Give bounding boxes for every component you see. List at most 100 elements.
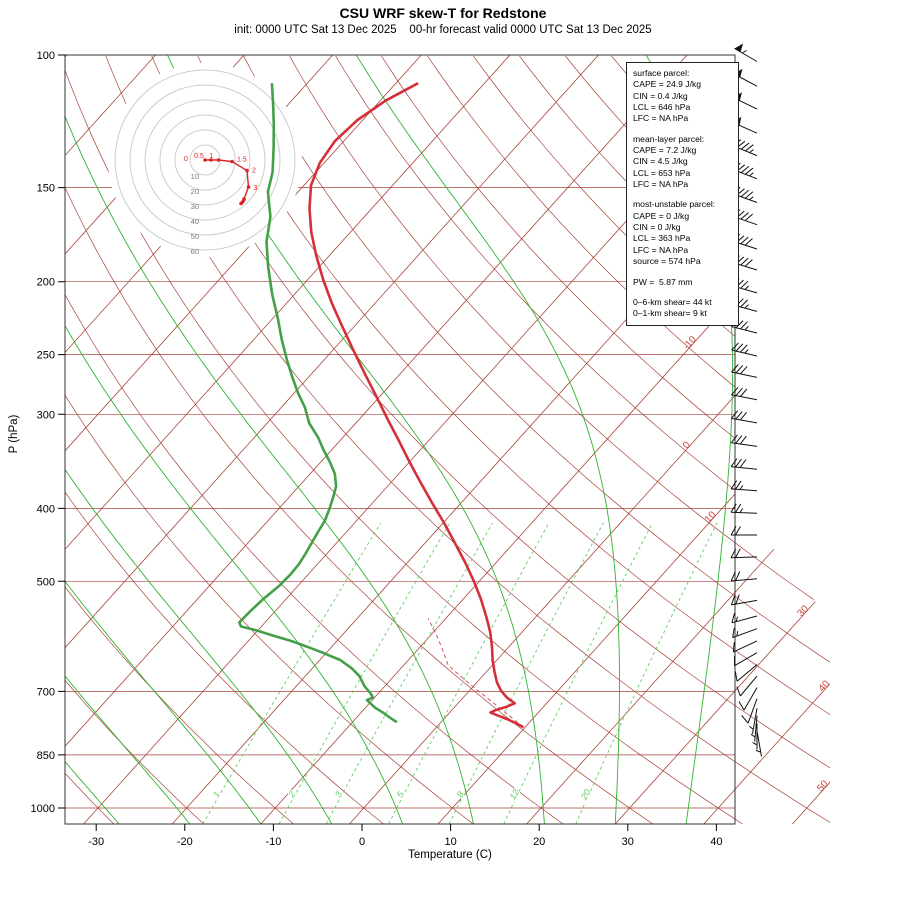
hodograph-point: [246, 185, 251, 189]
isotherm-label: -10: [681, 334, 699, 352]
x-tick-label: -30: [88, 836, 104, 848]
wind-barb: [749, 708, 758, 734]
parcel-info-line: mean-layer parcel:: [633, 133, 705, 144]
parcel-info-section: mean-layer parcel: CAPE = 7.2 J/kg CIN = 4…: [633, 134, 732, 191]
hodograph-height-label: 1: [210, 153, 214, 160]
wind-barbs: [730, 43, 762, 757]
y-tick-label: 200: [37, 277, 55, 289]
temperature-curve: [308, 82, 525, 729]
hodograph-ring-label: 50: [191, 232, 199, 241]
hodograph-point: [216, 158, 221, 162]
parcel-info-line: LFC = NA hPa: [633, 113, 689, 124]
y-tick-label: 850: [37, 750, 55, 762]
hodograph-ring-label: 40: [191, 217, 199, 226]
hodograph-ring-label: 30: [191, 202, 199, 211]
parcel-info-line: CAPE = 7.2 J/kg: [633, 145, 697, 156]
moisture-background-lines: [65, 55, 734, 824]
parcel-info-line: LCL = 646 hPa: [633, 102, 691, 113]
parcel-ascent-curve: [427, 618, 524, 728]
parcel-info-line: surface parcel:: [633, 68, 690, 78]
hodograph-ring: [159, 114, 251, 206]
wind-barb: [730, 434, 758, 447]
page-subtitle: init: 0000 UTC Sat 13 Dec 2025 00-hr for…: [234, 24, 652, 36]
wind-barb: [730, 571, 758, 582]
parcel-info-section: surface parcel: CAPE = 24.9 J/kg CIN = 0.4…: [633, 68, 732, 125]
x-tick-label: 40: [710, 836, 722, 848]
wind-barb: [730, 480, 758, 492]
hodograph-ring-label: 20: [191, 187, 199, 196]
mixing-ratio-label: 1: [211, 790, 222, 799]
parcel-info-line: CIN = 4.5 J/kg: [633, 156, 688, 167]
hodograph-height-label: 2: [252, 168, 256, 175]
parcel-info-line: 0–6-km shear= 44 kt: [633, 296, 712, 307]
parcel-info-section: 0–6-km shear= 44 kt 0–1-km shear= 9 kt: [633, 297, 732, 320]
hodograph-ring-label: 10: [191, 172, 199, 181]
mixing-ratio-label: 20: [578, 788, 592, 803]
isotherm-label: 0: [681, 439, 693, 451]
wind-barb: [731, 364, 758, 378]
wind-barb: [730, 548, 758, 559]
hodograph-point: [240, 200, 245, 204]
parcel-info-line: 0–1-km shear= 9 kt: [633, 308, 707, 319]
parcel-info-line: LCL = 653 hPa: [633, 167, 691, 178]
x-tick-label: 30: [622, 836, 634, 848]
hodograph-ring: [114, 69, 296, 251]
wind-barb: [731, 410, 758, 424]
wind-barb: [732, 640, 758, 653]
hodograph-ring-label: 60: [191, 247, 199, 256]
wind-barb: [755, 730, 762, 757]
axis-ticks: [58, 54, 717, 831]
parcel-info-line: CIN = 0 J/kg: [633, 222, 681, 233]
hodograph-height-label: 4: [242, 197, 246, 204]
hodograph-height-label: 0: [184, 156, 188, 163]
y-tick-label: 500: [37, 576, 55, 588]
isotherm-label: 10: [703, 509, 719, 525]
wind-barb: [730, 458, 758, 470]
y-tick-label: 250: [37, 350, 55, 362]
hodograph-height-label: 3: [254, 185, 258, 192]
hodograph-height-label: 0.5: [194, 153, 204, 160]
wind-barb: [738, 687, 758, 711]
hodograph-point: [203, 158, 207, 162]
y-tick-label: 100: [37, 50, 55, 62]
moist-adiabat-lines: [65, 55, 734, 824]
y-tick-label: 400: [37, 503, 55, 515]
plot-frame: -30 -20 -10 0 10 20 30 401001502002503004005007…: [31, 50, 736, 848]
hodograph-ring: [144, 99, 266, 221]
mixing-ratio-lines: [202, 522, 718, 824]
y-tick-label: 300: [37, 409, 55, 421]
wind-barb: [730, 526, 757, 536]
mixing-ratio-label: 12: [507, 788, 521, 802]
wind-barb: [730, 594, 758, 606]
wind-barb: [741, 698, 758, 724]
hodograph: 10 20 30 40 50 60 0 0.5 1 1.5 2 3 4: [108, 63, 302, 257]
wind-barb: [731, 612, 758, 624]
parcel-info-line: source = 574 hPa: [633, 256, 701, 267]
parcel-info-line: most-unstable parcel:: [633, 199, 716, 210]
mixing-ratio-label: 5: [395, 789, 407, 799]
wind-barb: [731, 342, 758, 357]
sounding-profiles: [238, 82, 525, 729]
wind-barb: [731, 386, 758, 401]
hodograph-height-label: 1.5: [237, 157, 247, 164]
plot-border: [64, 54, 736, 825]
wind-barb: [734, 48, 758, 62]
parcel-info-line: CAPE = 24.9 J/kg: [633, 79, 702, 90]
parcel-info-line: LFC = NA hPa: [633, 244, 689, 255]
wind-barb: [732, 627, 758, 639]
parcel-info-line: PW = 5.87 mm: [633, 276, 693, 287]
wind-barb: [734, 664, 758, 682]
isotherm-label: 30: [795, 603, 811, 619]
page-title: CSU WRF skew-T for Redstone: [339, 5, 547, 21]
wind-barb: [750, 715, 758, 742]
mixing-ratio-labels: 1 2 3 5 8 12 20: [210, 787, 594, 804]
x-tick-label: -20: [177, 836, 193, 848]
isotherm-lines: [65, 55, 830, 824]
wind-barb-flag: [734, 43, 744, 52]
hodograph-point: [242, 197, 246, 201]
x-tick-label: 10: [444, 836, 456, 848]
x-tick-label: 0: [359, 836, 365, 848]
parcel-info-section: most-unstable parcel: CAPE = 0 J/kg CIN = …: [633, 199, 732, 267]
x-axis-title: Temperature (C): [408, 849, 492, 861]
